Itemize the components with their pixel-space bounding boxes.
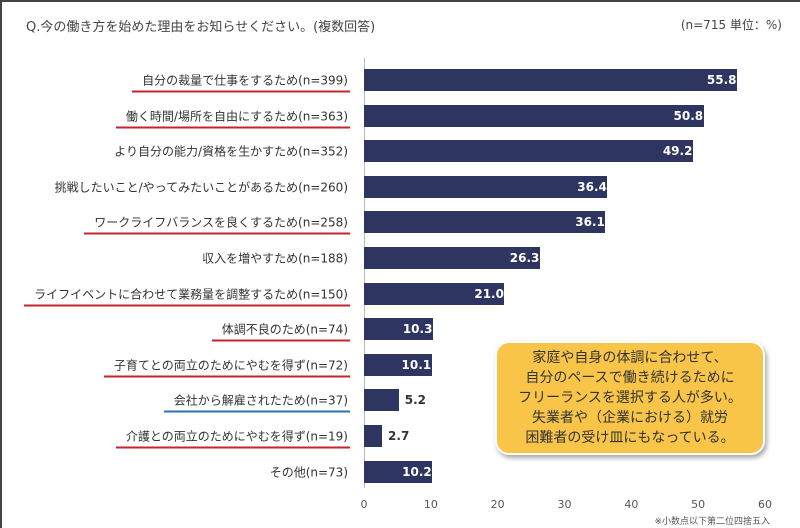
category-label: 挑戦したいこと/やってみたいことがあるため(n=260) xyxy=(45,178,350,195)
category-label: 体調不良のため(n=74) xyxy=(211,321,350,342)
bar xyxy=(364,282,505,305)
bar xyxy=(364,353,432,376)
category-label-text: ワークライフバランスを良くするため(n=258) xyxy=(84,215,350,235)
category-label-text: 会社から解雇されたため(n=37) xyxy=(163,393,350,413)
x-tick-label: 40 xyxy=(624,498,639,511)
category-label: その他(n=73) xyxy=(260,463,350,480)
bar xyxy=(364,247,540,269)
rounding-note: ※小数点以下第二位四捨五入 xyxy=(654,517,770,527)
category-label: 自分の裁量で仕事をするため(n=399) xyxy=(132,72,350,93)
bar xyxy=(364,104,704,127)
bar xyxy=(364,69,737,91)
value-label: 36.1 xyxy=(575,215,605,230)
bar xyxy=(364,211,606,234)
category-label-text: より自分の能力/資格を生かすため(n=352) xyxy=(114,144,348,159)
value-label: 5.2 xyxy=(404,393,427,408)
x-tick-label: 30 xyxy=(557,498,572,511)
unit-label: (n=715 単位：%) xyxy=(680,18,782,32)
callout-line: 家庭や自身の体調に合わせて、 xyxy=(532,350,728,366)
y-axis-line xyxy=(364,58,365,488)
category-label-text: 体調不良のため(n=74) xyxy=(211,322,350,342)
category-label-text: 自分の裁量で仕事をするため(n=399) xyxy=(132,73,350,93)
category-label: ライフイベントに合わせて業務量を調整するため(n=150) xyxy=(24,285,350,307)
category-label-text: 子育てとの両立のためにやむを得ず(n=72) xyxy=(103,358,350,378)
bar xyxy=(364,318,433,341)
category-label: 働く時間/場所を自由にするため(n=363) xyxy=(115,107,350,129)
value-label: 2.7 xyxy=(388,429,410,443)
bar xyxy=(364,425,383,447)
category-label: 収入を増やすため(n=188) xyxy=(192,250,350,267)
value-label: 50.8 xyxy=(673,108,704,123)
category-label: 会社から解雇されたため(n=37) xyxy=(163,392,350,413)
callout-line: 自分のペースで働き続けるために xyxy=(525,370,735,386)
question-title: Q.今の働き方を始めた理由をお知らせください。(複数回答) xyxy=(26,20,376,35)
value-label: 10.3 xyxy=(402,322,433,337)
category-label-text: 働く時間/場所を自由にするため(n=363) xyxy=(115,109,350,129)
callout-line: フリーランスを選択する人が多い。 xyxy=(518,390,742,406)
x-tick-label: 50 xyxy=(691,498,706,511)
category-label-text: ライフイベントに合わせて業務量を調整するため(n=150) xyxy=(24,287,350,307)
x-tick-label: 60 xyxy=(758,498,772,511)
category-label: ワークライフバランスを良くするため(n=258) xyxy=(84,214,350,235)
bar xyxy=(364,460,433,483)
category-label: 子育てとの両立のためにやむを得ず(n=72) xyxy=(103,356,350,378)
x-tick-label: 20 xyxy=(490,498,505,511)
value-label: 21.0 xyxy=(474,286,504,301)
category-label-text: その他(n=73) xyxy=(269,465,348,480)
category-label: より自分の能力/資格を生かすため(n=352) xyxy=(104,143,350,160)
x-tick-label: 10 xyxy=(423,498,438,511)
callout-box: 家庭や自身の体調に合わせて、 自分のペースで働き続けるために フリーランスを選択… xyxy=(495,341,765,455)
bar xyxy=(364,175,608,198)
callout-line: 困難者の受け皿にもなっている。 xyxy=(525,430,735,446)
value-label: 10.1 xyxy=(401,357,432,372)
x-tick-label: 0 xyxy=(360,498,368,511)
category-label-text: 収入を増やすため(n=188) xyxy=(202,251,348,266)
category-label-text: 介護との両立のためにやむを得ず(n=19) xyxy=(115,429,350,449)
callout-line: 失業者や（企業における）就労 xyxy=(532,410,728,426)
value-label: 10.2 xyxy=(402,464,432,479)
category-label-text: 挑戦したいこと/やってみたいことがあるため(n=260) xyxy=(54,180,348,195)
value-label: 36.4 xyxy=(577,179,607,194)
value-label: 26.3 xyxy=(509,251,540,265)
category-label: 介護との両立のためにやむを得ず(n=19) xyxy=(115,428,350,449)
bar xyxy=(364,389,399,412)
value-label: 49.2 xyxy=(662,144,693,159)
bar xyxy=(364,140,693,163)
value-label: 55.8 xyxy=(706,73,737,87)
